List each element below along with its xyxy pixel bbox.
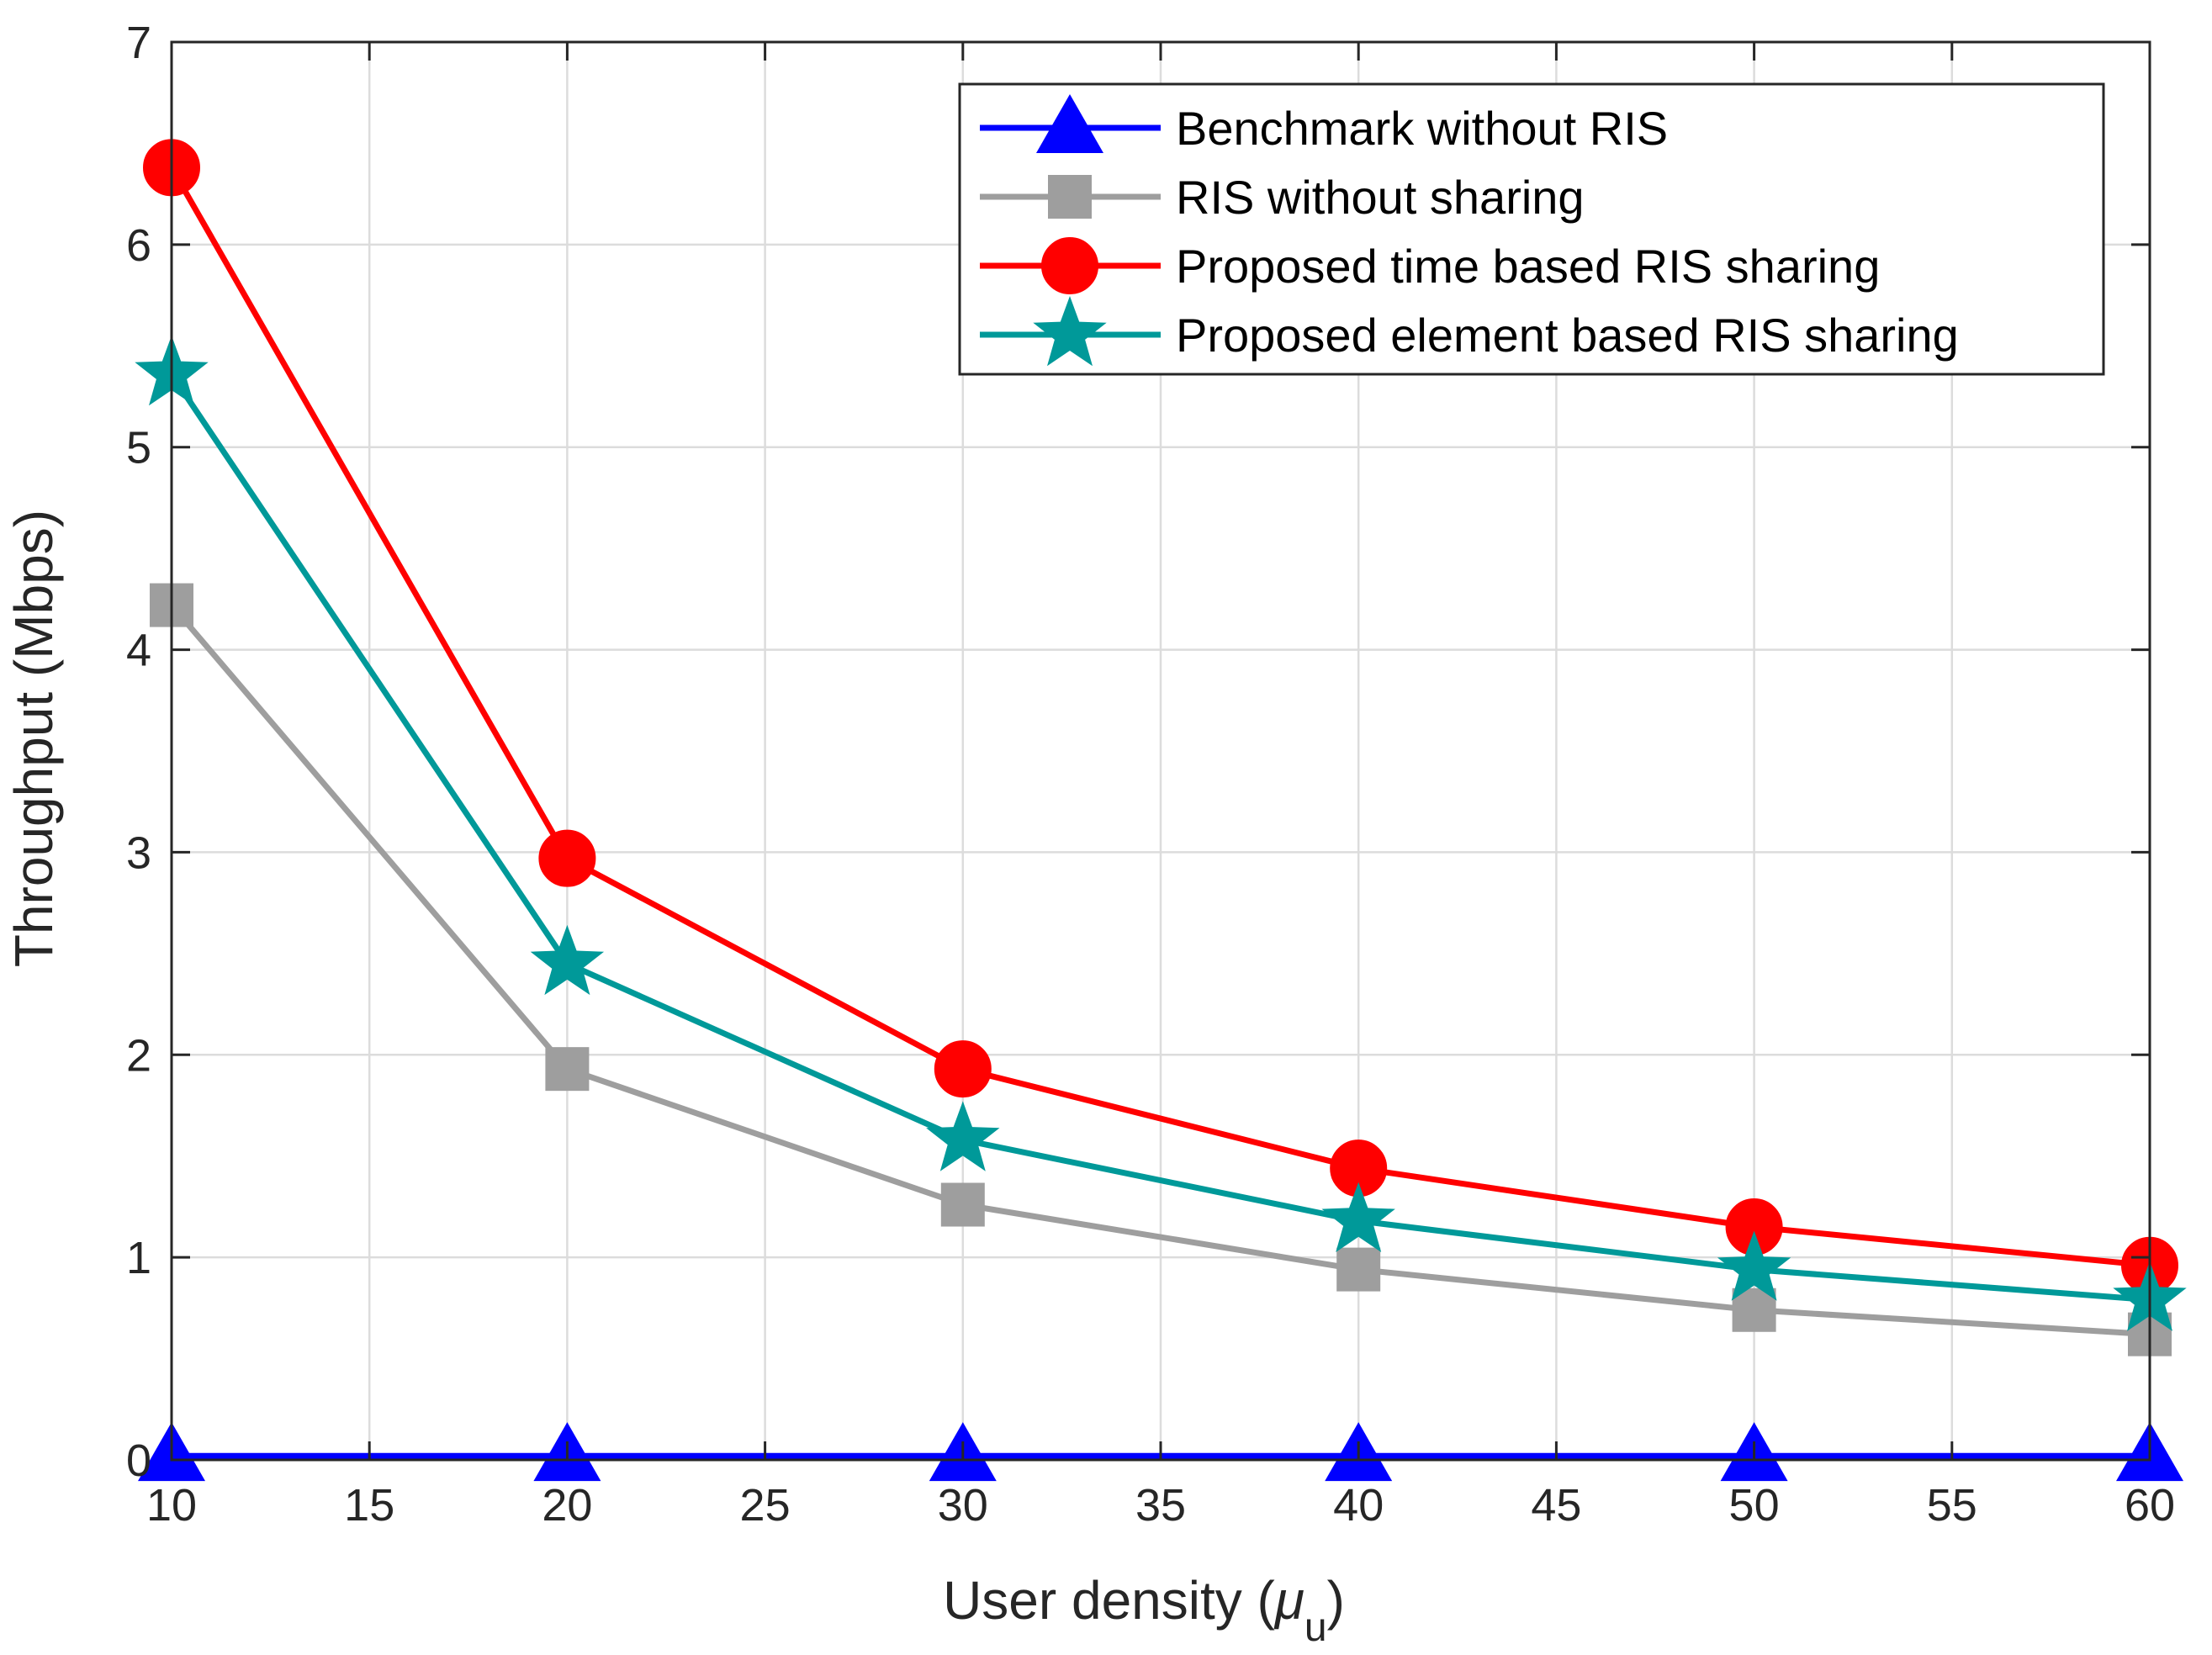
series-line-1 [169,603,2151,1338]
x-tick-label: 20 [542,1480,592,1531]
data-point [1321,1182,1395,1252]
y-tick-label: 1 [126,1233,151,1283]
x-tick-label: 10 [146,1480,197,1531]
y-tick-label: 7 [126,18,151,68]
legend-marker-1 [1048,175,1092,219]
x-tick-label: 30 [938,1480,988,1531]
data-point [926,1101,1000,1171]
axis-ticks [170,40,2151,1462]
legend: Benchmark without RIS RIS without sharing… [958,82,2105,376]
y-tick-label: 4 [126,626,151,676]
x-axis-label-symbol: μ [1273,1570,1304,1631]
y-tick-label: 5 [126,423,151,473]
x-axis-label-subscript: u [1304,1605,1327,1650]
data-point [530,924,605,996]
x-tick-label: 40 [1333,1480,1384,1531]
data-point [1732,1288,1776,1332]
legend-marker-2 [1041,237,1098,294]
data-point [545,1047,590,1092]
y-axis-label: Throughput (Mbps) [3,510,64,967]
legend-label-3: Proposed element based RIS sharing [1176,309,1959,362]
series-lines [168,166,2151,1459]
data-point [940,1182,985,1227]
legend-box [958,82,2105,376]
data-point [934,1040,992,1098]
legend-label-2: Proposed time based RIS sharing [1176,240,1880,293]
data-point [538,829,596,887]
y-tick-label: 0 [126,1436,151,1486]
x-tick-label: 35 [1135,1480,1186,1531]
y-tick-label: 6 [126,220,151,271]
x-tick-label: 55 [1927,1480,1977,1531]
x-tick-label: 15 [344,1480,394,1531]
x-axis-label-text: User density ( [943,1570,1275,1631]
data-point [1336,1247,1381,1292]
series-line-2 [168,166,2151,1269]
x-tick-label: 25 [740,1480,791,1531]
series-line-3 [169,373,2151,1303]
y-tick-label: 3 [126,828,151,878]
x-axis-label: User density (μu) [943,1570,1345,1650]
legend-marker-3 [1033,296,1107,367]
legend-label-0: Benchmark without RIS [1176,102,1668,155]
legend-label-1: RIS without sharing [1176,171,1585,224]
x-tick-label: 60 [2125,1480,2175,1531]
legend-marker-0 [1036,94,1103,153]
x-tick-label: 50 [1729,1480,1780,1531]
y-tick-label: 2 [126,1030,151,1081]
data-point [1717,1230,1791,1301]
x-axis-label-close: ) [1327,1570,1345,1631]
x-tick-label: 45 [1531,1480,1581,1531]
